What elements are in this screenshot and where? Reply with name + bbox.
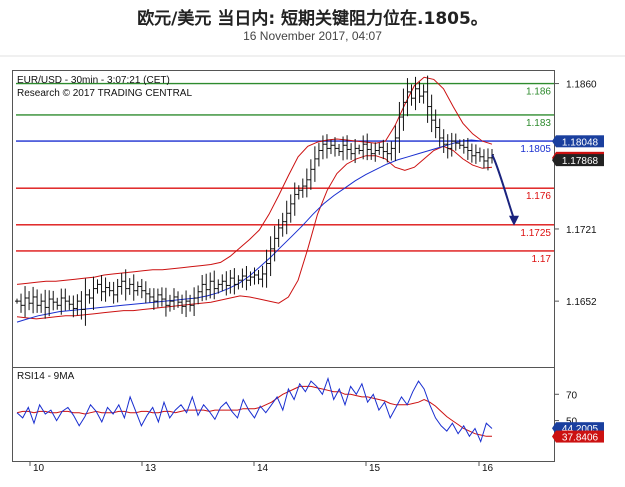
level-label: 1.176 bbox=[526, 191, 551, 202]
rsi-axis-label: 50 bbox=[566, 417, 578, 428]
chart-date: 16 November 2017, 04:07 bbox=[243, 29, 382, 43]
rsi-panel-frame bbox=[12, 367, 555, 462]
level-label: 1.183 bbox=[526, 118, 551, 129]
bollinger-bands bbox=[16, 76, 493, 320]
source-label: Research © 2017 TRADING CENTRAL bbox=[17, 88, 192, 99]
chart-title: 欧元/美元 当日内: 短期关键阻力位在.1805。 bbox=[137, 9, 488, 29]
price-box-label: 37.8406 bbox=[562, 433, 599, 444]
x-axis-label: 14 bbox=[257, 463, 269, 474]
level-label: 1.17 bbox=[532, 254, 552, 265]
x-axis-label: 15 bbox=[369, 463, 381, 474]
price-axis-label: 1.1860 bbox=[566, 80, 597, 91]
resistance-support-levels: 1.186 1.183 1.1805 1.176 1.1725 1.17 bbox=[16, 82, 554, 265]
price-box bbox=[556, 154, 604, 167]
header: 欧元/美元 当日内: 短期关键阻力位在.1805。 16 November 20… bbox=[0, 0, 625, 52]
price-box-pointer bbox=[552, 430, 556, 443]
price-box-label: 44.2005 bbox=[562, 424, 599, 435]
rsi-label: RSI14 - 9MA bbox=[17, 371, 75, 382]
price-panel-frame bbox=[12, 70, 555, 368]
price-box bbox=[556, 135, 604, 148]
price-box-pointer bbox=[552, 154, 556, 167]
instrument-label: EUR/USD - 30min - 3:07:21 (CET) bbox=[17, 75, 170, 86]
level-label: 1.1725 bbox=[520, 228, 551, 239]
moving-average bbox=[16, 139, 483, 323]
rsi-lines bbox=[16, 376, 493, 444]
x-axis-label: 10 bbox=[33, 463, 45, 474]
x-axis-label: 16 bbox=[482, 463, 494, 474]
level-label: 1.186 bbox=[526, 87, 551, 98]
price-box bbox=[556, 430, 604, 443]
price-box-pointer bbox=[552, 422, 556, 435]
price-axis-label: 1.1721 bbox=[566, 225, 597, 236]
price-bars bbox=[15, 75, 494, 326]
bollinger-lower-line bbox=[16, 145, 493, 320]
price-box-label: 1.18048 bbox=[562, 137, 599, 148]
bollinger-upper-line bbox=[16, 76, 493, 285]
x-axis-label: 13 bbox=[145, 463, 157, 474]
price-axis-label: 1.1652 bbox=[566, 297, 597, 308]
rsi-line bbox=[16, 376, 493, 444]
forecast-arrowhead bbox=[509, 215, 519, 226]
axes: 1.1860 1.1721 1.1652 70 50 10 13 14 15 16 bbox=[29, 80, 597, 474]
forecast-line bbox=[491, 154, 515, 220]
forecast-arrow bbox=[491, 154, 519, 226]
level-label: 1.1805 bbox=[520, 144, 551, 155]
moving-average-line bbox=[16, 139, 483, 323]
price-box-pointer bbox=[552, 135, 556, 148]
rsi-axis-label: 70 bbox=[566, 390, 578, 401]
price-box-label: 1.17868 bbox=[562, 156, 599, 167]
